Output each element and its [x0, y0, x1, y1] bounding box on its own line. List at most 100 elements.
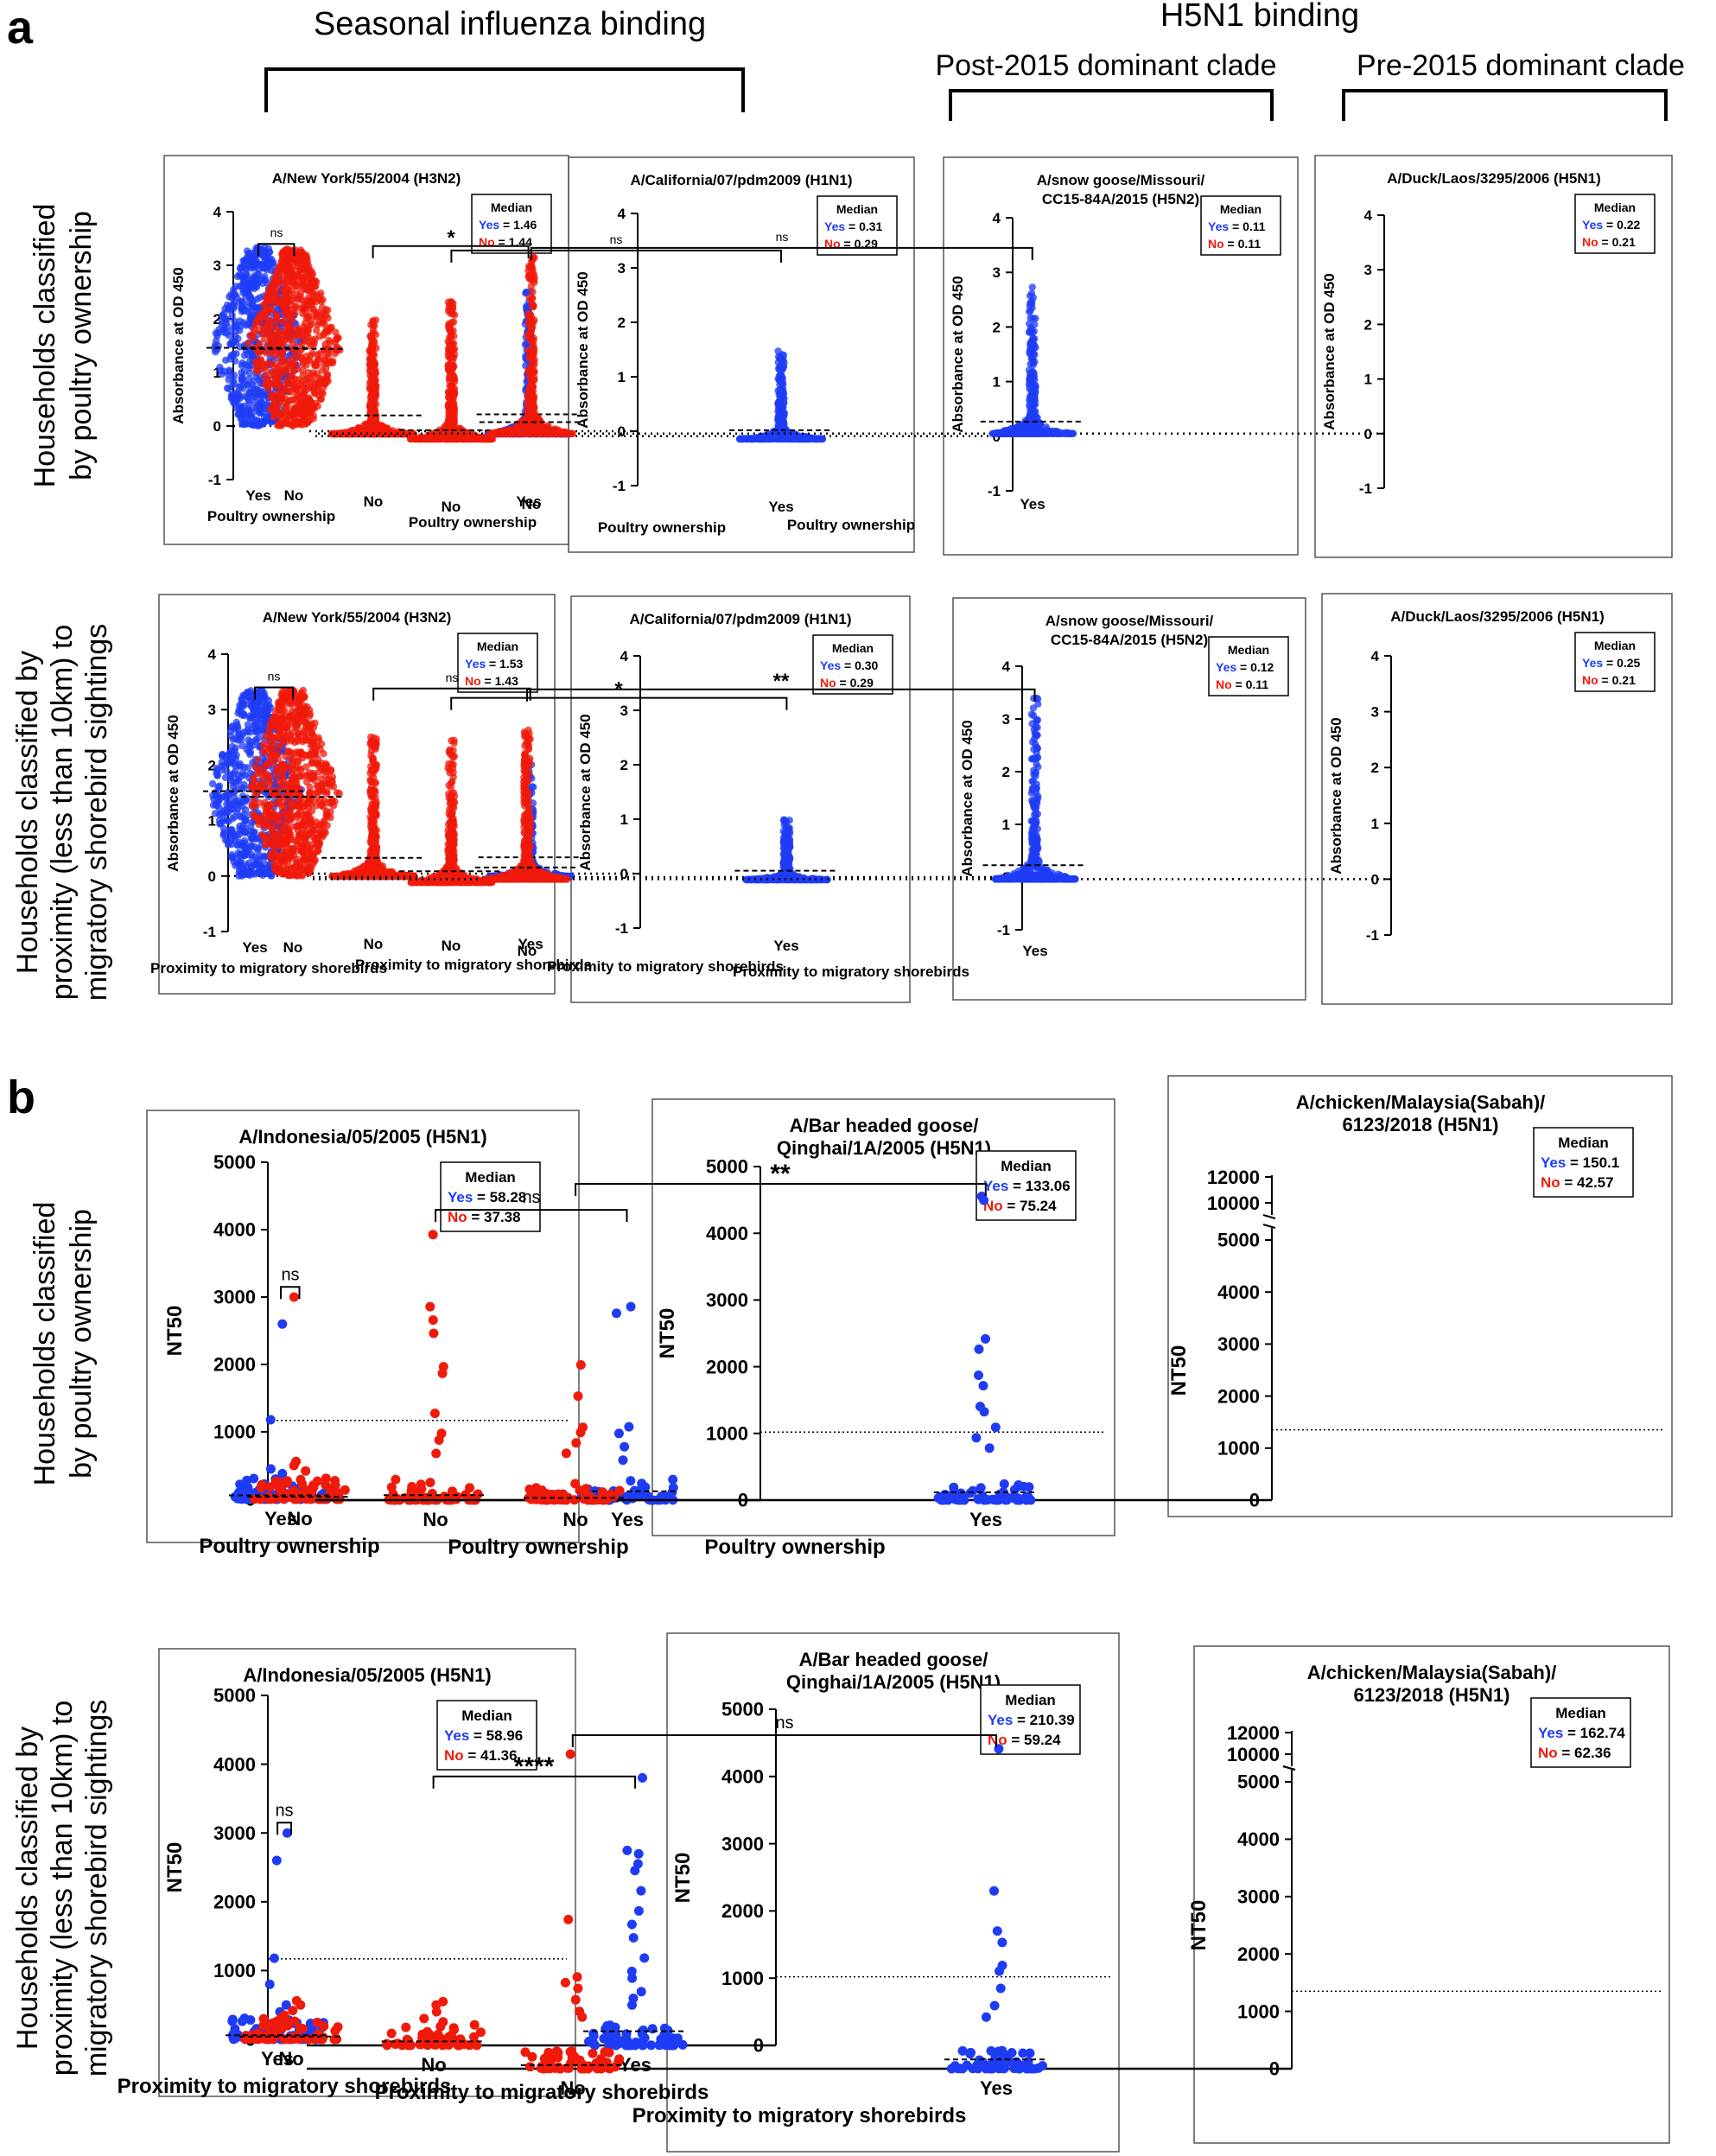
- data-point-no: [303, 270, 311, 278]
- data-point-yes: [213, 332, 221, 340]
- significance-label: ns: [270, 226, 283, 239]
- x-axis-label: Poultry ownership: [409, 514, 537, 531]
- data-point-no: [369, 329, 378, 337]
- data-point-yes: [264, 702, 271, 710]
- data-point-no: [264, 359, 272, 367]
- data-point-yes: [250, 378, 257, 385]
- x-category-label: Yes: [768, 499, 793, 515]
- y-tick-label: 0: [213, 418, 221, 435]
- data-point-yes: [232, 283, 240, 290]
- y-tick-label: 1: [618, 369, 626, 385]
- legend-yes-value: = 0.31: [845, 219, 882, 233]
- data-point-yes: [220, 367, 228, 375]
- data-point-no: [329, 357, 337, 366]
- x-category-label: Yes: [245, 487, 270, 504]
- data-point-yes: [774, 347, 782, 355]
- data-point-yes: [236, 264, 245, 272]
- data-point-no: [269, 331, 276, 340]
- data-point-yes: [1061, 429, 1070, 437]
- data-point-no: [527, 335, 536, 344]
- data-point-no: [261, 335, 269, 343]
- data-point-yes: [1026, 380, 1034, 389]
- data-point-no: [273, 316, 281, 325]
- data-point-yes: [241, 805, 250, 814]
- data-point-no: [529, 302, 537, 309]
- data-point-no: [288, 410, 296, 417]
- y-axis-label: Absorbance at OD 450: [1321, 273, 1338, 429]
- data-point-no: [549, 429, 556, 437]
- y-axis-label: Absorbance at OD 450: [165, 715, 181, 871]
- y-tick-label: -1: [613, 478, 626, 494]
- data-point-yes: [208, 779, 217, 788]
- y-tick-label: 4: [213, 204, 222, 220]
- data-point-no: [290, 333, 298, 341]
- data-point-yes: [228, 353, 237, 360]
- data-point-no: [319, 296, 327, 303]
- chart-title: A/Duck/Laos/3295/2006 (H5N1): [1387, 170, 1601, 187]
- data-point-no: [295, 418, 302, 426]
- data-point-no: [325, 336, 333, 345]
- data-point-yes: [238, 695, 245, 703]
- data-point-yes: [810, 435, 819, 443]
- data-point-yes: [219, 807, 228, 815]
- data-point-yes: [236, 866, 244, 874]
- x-category-label: Yes: [1020, 496, 1045, 512]
- data-point-yes: [1069, 429, 1077, 437]
- data-point-yes: [1028, 283, 1037, 291]
- data-point-yes: [227, 805, 235, 813]
- data-point-no: [274, 410, 283, 418]
- data-point-no: [294, 382, 302, 391]
- data-point-no: [543, 423, 552, 431]
- legend-no-key: No: [1582, 235, 1598, 249]
- data-point-yes: [211, 343, 219, 351]
- data-point-no: [277, 358, 285, 366]
- data-point-no: [280, 253, 288, 261]
- data-point-yes: [235, 761, 244, 769]
- significance-label: ns: [610, 232, 623, 246]
- data-point-no: [281, 308, 289, 316]
- data-point-no: [244, 339, 252, 347]
- data-point-no: [327, 323, 335, 331]
- data-point-no: [524, 347, 532, 354]
- chart-a5: A/New York/55/2004 (H3N2)-101234Absorban…: [150, 594, 556, 995]
- y-tick-label: 3: [1364, 262, 1372, 278]
- data-point-no: [321, 379, 329, 388]
- data-point-yes: [257, 715, 265, 723]
- data-point-no: [448, 303, 457, 311]
- data-point-yes: [212, 792, 219, 799]
- data-point-no: [524, 309, 532, 318]
- data-point-yes: [219, 328, 227, 336]
- y-tick-label: 4: [1364, 207, 1373, 224]
- chart-title: A/New York/55/2004 (H3N2): [272, 170, 461, 187]
- legend-no: No = 0.21: [1582, 235, 1636, 249]
- data-point-yes: [1026, 307, 1034, 315]
- data-point-yes: [1031, 358, 1039, 366]
- y-tick-label: 1: [993, 374, 1001, 391]
- data-point-yes: [259, 275, 268, 283]
- data-point-no: [282, 366, 289, 374]
- data-point-no: [444, 404, 453, 411]
- data-point-no: [525, 366, 533, 374]
- y-tick-label: 3: [213, 258, 221, 274]
- data-point-yes: [243, 420, 251, 428]
- data-point-yes: [212, 800, 219, 809]
- data-point-yes: [240, 780, 248, 789]
- data-point-yes: [247, 249, 256, 258]
- legend-yes-key: Yes: [1582, 218, 1603, 232]
- data-point-yes: [780, 410, 788, 418]
- data-point-no: [308, 403, 315, 411]
- data-point-yes: [248, 420, 256, 429]
- data-point-no: [366, 417, 374, 424]
- data-point-no: [524, 272, 533, 281]
- header-h5n1: H5N1 binding: [1160, 0, 1359, 34]
- data-point-no: [415, 435, 423, 443]
- data-point-yes: [1035, 429, 1043, 437]
- data-point-yes: [220, 309, 228, 318]
- data-point-no: [489, 429, 497, 437]
- data-point-yes: [740, 435, 748, 443]
- data-point-no: [370, 399, 378, 408]
- data-point-yes: [994, 429, 1001, 437]
